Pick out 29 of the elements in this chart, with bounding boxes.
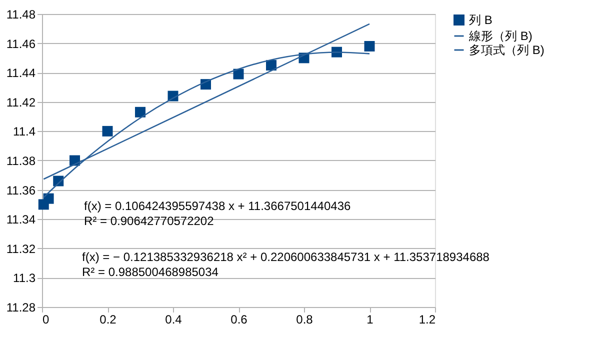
y-tick-label: 11.3	[13, 271, 36, 286]
annotation: R² = 0.90642770572202	[84, 214, 214, 228]
point	[135, 106, 146, 118]
x-tick-label: 0.4	[165, 312, 182, 326]
y-tick-label: 11.32	[6, 242, 36, 256]
point	[43, 193, 54, 204]
legend-label: 列 B	[469, 13, 492, 27]
y-tick-label: 11.36	[6, 183, 36, 198]
annotation: f(x) = 0.106424395597438 x + 11.3667501440436	[84, 199, 352, 213]
x-tick-label: 0.6	[230, 312, 248, 326]
y-tick-label: 11.42	[6, 95, 36, 110]
x-tick-label: 0	[42, 312, 50, 326]
x-tick-label: 0.2	[100, 312, 117, 326]
y-tick-label: 11.34	[6, 212, 36, 227]
y-tick-label: 11.38	[6, 154, 36, 168]
y-tick-label: 11.46	[6, 36, 36, 51]
point	[102, 126, 113, 136]
legend-label: 線形（列 B)	[468, 29, 532, 43]
y-tick-label: 11.44	[6, 66, 36, 80]
x-tick-label: 0.8	[296, 312, 314, 326]
annotation: R² = 0.988500468985034	[82, 265, 219, 279]
annotation: f(x) = − 0.121385332936218 x² + 0.220600633845731 x + 11.353718934688	[82, 250, 490, 264]
y-tick-label: 11.4	[13, 124, 36, 139]
legend-label: 多項式（列 B)	[469, 43, 544, 57]
x-tick-label: 1.2	[418, 312, 436, 326]
y-tick-label: 11.48	[6, 8, 36, 22]
point	[364, 40, 375, 52]
y-tick-label: 11.28	[6, 300, 36, 314]
x-tick-label: 1	[366, 312, 374, 326]
